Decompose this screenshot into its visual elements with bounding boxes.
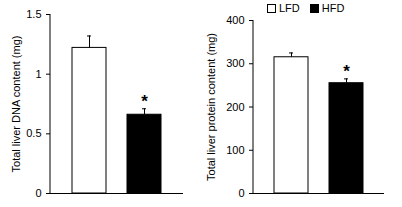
svg-text:*: * [141, 92, 148, 111]
svg-text:200: 200 [226, 101, 244, 113]
svg-text:0: 0 [238, 187, 244, 199]
svg-text:*: * [343, 62, 350, 81]
svg-text:300: 300 [226, 57, 244, 69]
svg-text:1: 1 [35, 68, 41, 80]
svg-text:0.5: 0.5 [26, 127, 41, 139]
svg-text:Total liver protein content (m: Total liver protein content (mg) [205, 33, 217, 181]
svg-text:Total liver DNA content (mg): Total liver DNA content (mg) [10, 36, 22, 173]
svg-text:100: 100 [226, 144, 244, 156]
svg-text:1.5: 1.5 [26, 8, 41, 20]
html-text:LFD: LFD [279, 2, 300, 14]
svg-text:400: 400 [226, 14, 244, 26]
html-text:HFD: HFD [321, 2, 345, 14]
svg-text:0: 0 [35, 187, 41, 199]
